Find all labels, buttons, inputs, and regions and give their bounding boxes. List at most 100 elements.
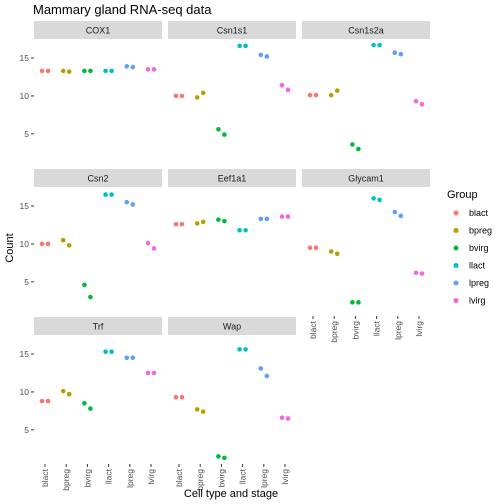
data-point-bpreg — [200, 90, 206, 96]
data-point-blact — [173, 221, 179, 227]
data-point-blact — [39, 68, 45, 74]
data-point-bpreg — [328, 92, 334, 98]
data-point-bvirg — [350, 300, 355, 305]
data-point-blact — [173, 93, 179, 99]
legend-label: bpreg — [469, 226, 492, 236]
data-point-llact — [103, 192, 108, 197]
data-point-lvirg — [413, 98, 419, 104]
data-point-lvirg — [285, 87, 291, 93]
data-point-blact — [179, 394, 185, 400]
data-point-bvirg — [222, 455, 227, 461]
data-point-lpreg — [258, 216, 264, 222]
data-point-lpreg — [258, 52, 264, 58]
data-point-lpreg — [130, 355, 136, 361]
data-point-llact — [377, 197, 382, 203]
x-axis-label: Cell type and stage — [184, 488, 278, 500]
x-tick-label: bvirg — [350, 321, 360, 340]
data-point-lpreg — [398, 213, 404, 219]
data-point-bvirg — [82, 282, 87, 288]
x-tick-label: lvirg — [414, 321, 424, 337]
data-point-lpreg — [392, 50, 398, 55]
legend-label: bvirg — [469, 243, 489, 253]
data-point-llact — [103, 349, 108, 354]
data-point-bvirg — [216, 127, 221, 132]
data-point-lvirg — [285, 214, 291, 219]
data-point-bvirg — [216, 217, 221, 222]
facet-strip-label: Csn2 — [87, 174, 108, 184]
data-point-llact — [237, 347, 242, 352]
data-point-lpreg — [130, 202, 136, 207]
y-tick-label: 15 — [20, 349, 30, 359]
x-tick-label: bvirg — [216, 469, 226, 488]
data-point-llact — [109, 349, 114, 354]
data-point-bvirg — [82, 68, 87, 74]
data-point-bpreg — [66, 69, 72, 74]
data-point-lpreg — [124, 199, 130, 205]
data-point-llact — [237, 43, 242, 49]
facet-strip-label: Csn1s1 — [217, 26, 248, 36]
data-point-blact — [173, 394, 179, 400]
data-point-lvirg — [145, 67, 151, 72]
data-point-bvirg — [88, 68, 93, 74]
facet-panels: COX1 5 10 15 Csn1s1 Csn1s2a Csn2 5 10 15 Eef1a1 Gly… — [20, 21, 430, 491]
data-point-bpreg — [66, 391, 72, 397]
chart-title: Mammary gland RNA-seq data — [33, 2, 212, 17]
data-point-lvirg — [279, 82, 285, 88]
data-point-llact — [371, 196, 376, 201]
facet-strip — [168, 317, 296, 335]
data-point-llact — [109, 192, 114, 197]
data-point-lvirg — [151, 67, 157, 72]
data-point-llact — [377, 42, 382, 48]
data-point-bpreg — [194, 407, 200, 412]
data-point-blact — [45, 398, 51, 404]
y-tick-label: 15 — [20, 201, 30, 211]
data-point-bpreg — [200, 409, 206, 414]
data-point-bvirg — [88, 294, 93, 300]
data-point-bvirg — [216, 454, 221, 459]
data-point-bvirg — [88, 406, 93, 411]
facet-strip — [34, 169, 162, 187]
legend-key-blact — [453, 210, 459, 216]
data-point-lvirg — [419, 271, 425, 276]
data-point-blact — [39, 398, 45, 404]
facet-strip-label: Trf — [93, 322, 104, 332]
facet-strip — [34, 21, 162, 39]
legend-key-bpreg — [453, 228, 459, 233]
data-point-bvirg — [356, 146, 361, 152]
facet-panel-csn1s1: Csn1s1 — [168, 21, 296, 137]
y-tick-label: 10 — [20, 91, 30, 101]
x-tick-label: llact — [104, 468, 114, 484]
x-tick-label: bpreg — [329, 321, 339, 343]
data-point-blact — [307, 92, 313, 98]
data-point-blact — [179, 93, 185, 99]
x-tick-label: bpreg — [195, 469, 205, 491]
x-tick-label: llact — [372, 320, 382, 336]
facet-strip-label: Glycam1 — [348, 174, 384, 184]
facet-panel-wap: Wap blact bpreg bvirg llact lpreg lvirg — [168, 317, 296, 491]
x-tick-label: blact — [174, 468, 184, 487]
data-point-bpreg — [328, 249, 334, 254]
legend-label: blact — [469, 208, 489, 218]
data-point-bpreg — [194, 221, 200, 226]
data-point-bpreg — [60, 68, 66, 74]
data-point-lpreg — [124, 64, 130, 69]
data-point-bpreg — [66, 243, 72, 248]
y-tick-label: 5 — [24, 129, 29, 139]
data-point-bpreg — [334, 88, 340, 93]
data-point-lpreg — [392, 209, 398, 215]
x-tick-label: bvirg — [82, 469, 92, 488]
legend-label: lpreg — [469, 278, 489, 288]
data-point-bvirg — [222, 218, 227, 224]
legend: Group blact bpreg bvirg llact lpreg lvirg — [447, 189, 492, 306]
facet-panel-eef1a1: Eef1a1 — [168, 169, 296, 233]
facet-panel-cox1: COX1 5 10 15 — [20, 21, 162, 139]
x-tick-label: lvirg — [146, 469, 156, 485]
data-point-llact — [103, 68, 108, 74]
data-point-lvirg — [285, 416, 291, 421]
data-point-lpreg — [264, 216, 270, 222]
data-point-lvirg — [145, 240, 151, 246]
y-tick-label: 10 — [20, 387, 30, 397]
data-point-blact — [307, 245, 313, 251]
facet-panel-csn1s2a: Csn1s2a — [302, 21, 430, 152]
x-tick-label: lvirg — [280, 469, 290, 485]
